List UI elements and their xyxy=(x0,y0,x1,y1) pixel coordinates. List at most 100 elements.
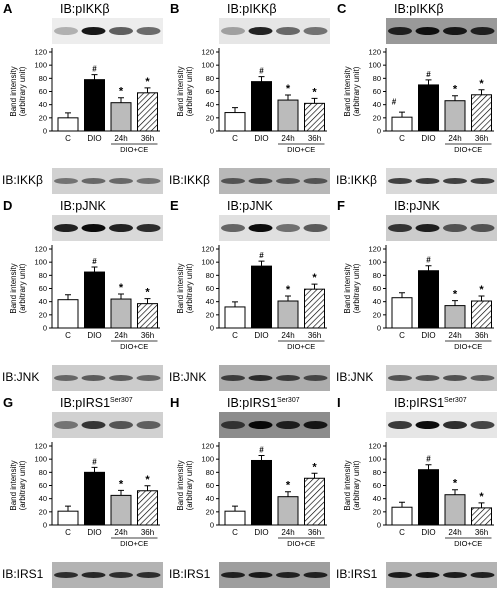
blot-band xyxy=(443,178,467,184)
western-blot-total xyxy=(386,168,497,194)
bar-chart: Band intensity(arbitrary unit) 0 20 40 60 80 1… xyxy=(176,442,327,548)
western-blot-total xyxy=(52,168,163,194)
group-label: DIO+CE xyxy=(454,539,482,548)
y-tick-label: 80 xyxy=(373,271,381,280)
blot-band xyxy=(276,224,300,232)
error-bar xyxy=(285,295,291,302)
x-tick-label: 24h xyxy=(281,134,294,143)
y-axis-label-line2: (arbitrary unit) xyxy=(185,263,194,313)
panel-a: A IB:pIKKβ IB:IKKβ Band intensity(arbitrary… xyxy=(0,0,167,197)
panel-title: IB:pIKKβ xyxy=(60,2,110,16)
bar-dio xyxy=(84,271,105,329)
blot-total-label: IB:IRS1 xyxy=(336,567,378,581)
error-bar xyxy=(91,466,98,473)
y-axis-label-line1: Band intensity xyxy=(176,66,185,116)
panel-title-text: IB:pIRS1 xyxy=(60,396,111,410)
y-tick-label: 60 xyxy=(373,481,381,490)
bar-24h xyxy=(444,100,466,132)
blot-band xyxy=(136,572,161,578)
significance-star: * xyxy=(312,86,317,98)
y-axis-label: Band intensity(arbitrary unit) xyxy=(9,263,27,313)
significance-star: * xyxy=(119,86,124,98)
y-tick-label: 100 xyxy=(201,258,214,267)
significance-star: * xyxy=(145,474,150,486)
y-tick-label: 20 xyxy=(373,310,381,319)
panel-title: IB:pIRS1Ser307 xyxy=(394,396,467,410)
blot-band xyxy=(81,375,106,381)
x-tick-label: 36h xyxy=(141,134,154,143)
significance-star: * xyxy=(453,289,458,301)
y-tick-label: 40 xyxy=(206,494,214,503)
y-tick-label: 60 xyxy=(206,284,214,293)
y-axis-label-line1: Band intensity xyxy=(343,460,352,510)
x-tick-label: 24h xyxy=(281,528,294,537)
blot-band xyxy=(54,375,78,381)
significance-star: * xyxy=(479,491,484,503)
x-tick-label: DIO xyxy=(254,528,268,537)
panel-g: G IB:pIRS1Ser307 IB:IRS1 Band intensity(arb… xyxy=(0,394,167,591)
western-blot-total xyxy=(386,562,497,588)
blot-band xyxy=(54,178,78,184)
y-tick-label: 0 xyxy=(43,127,47,136)
group-label: DIO+CE xyxy=(287,145,315,154)
blot-background xyxy=(52,168,163,194)
y-tick-label: 120 xyxy=(34,245,47,254)
x-tick-label: 24h xyxy=(448,528,461,537)
x-tick-label: C xyxy=(65,331,71,340)
y-tick-label: 100 xyxy=(201,61,214,70)
y-axis-label-line1: Band intensity xyxy=(176,460,185,510)
blot-band xyxy=(388,224,412,232)
x-tick-label: 36h xyxy=(475,134,488,143)
bar-c xyxy=(57,510,79,526)
significance-star: * xyxy=(145,287,150,299)
significance-hash: # xyxy=(426,455,431,464)
x-tick-label: DIO xyxy=(421,331,435,340)
blot-band xyxy=(470,27,495,35)
y-tick-label: 40 xyxy=(206,100,214,109)
blot-band xyxy=(388,27,412,35)
blot-band xyxy=(303,421,328,429)
blot-band xyxy=(109,375,133,381)
blot-band xyxy=(54,27,78,35)
bar-24h xyxy=(110,494,132,526)
error-bar xyxy=(311,472,318,479)
bar-c xyxy=(57,299,79,329)
significance-star: * xyxy=(119,478,124,490)
significance-star: * xyxy=(312,461,317,473)
bar-36h xyxy=(471,507,492,526)
bar-36h xyxy=(137,490,158,526)
error-bar xyxy=(425,79,432,85)
y-axis-label-line1: Band intensity xyxy=(343,66,352,116)
blot-total-label: IB:IKKβ xyxy=(169,173,210,187)
error-bar xyxy=(144,87,151,93)
blot-band xyxy=(276,178,300,184)
blot-band xyxy=(136,375,161,381)
x-tick-label: 36h xyxy=(308,134,321,143)
error-bar xyxy=(65,294,71,300)
panel-title: IB:pJNK xyxy=(60,199,106,213)
x-tick-label: 36h xyxy=(141,528,154,537)
panel-letter: H xyxy=(170,395,180,410)
significance-star: * xyxy=(479,284,484,296)
significance-star: * xyxy=(119,282,124,294)
panel-title-superscript: Ser307 xyxy=(277,396,300,404)
x-tick-label: C xyxy=(232,528,238,537)
y-axis-label-line1: Band intensity xyxy=(9,263,18,313)
blot-band xyxy=(415,572,440,578)
x-tick-label: DIO xyxy=(421,134,435,143)
blot-band xyxy=(81,27,106,35)
panel-c: C IB:pIKKβ IB:IKKβ Band intensity(arbitrary… xyxy=(334,0,501,197)
y-tick-label: 0 xyxy=(377,127,381,136)
y-tick-label: 20 xyxy=(206,507,214,516)
y-tick-label: 120 xyxy=(368,245,381,254)
y-tick-label: 20 xyxy=(39,507,47,516)
panel-letter: F xyxy=(337,198,345,213)
panel-title: IB:pIKKβ xyxy=(227,2,277,16)
western-blot-total xyxy=(52,562,163,588)
bar-c xyxy=(224,112,246,132)
blot-band xyxy=(415,375,440,381)
error-bar xyxy=(91,74,98,80)
western-blot-phospho xyxy=(219,18,330,44)
blot-band xyxy=(388,178,412,184)
y-tick-label: 40 xyxy=(373,100,381,109)
